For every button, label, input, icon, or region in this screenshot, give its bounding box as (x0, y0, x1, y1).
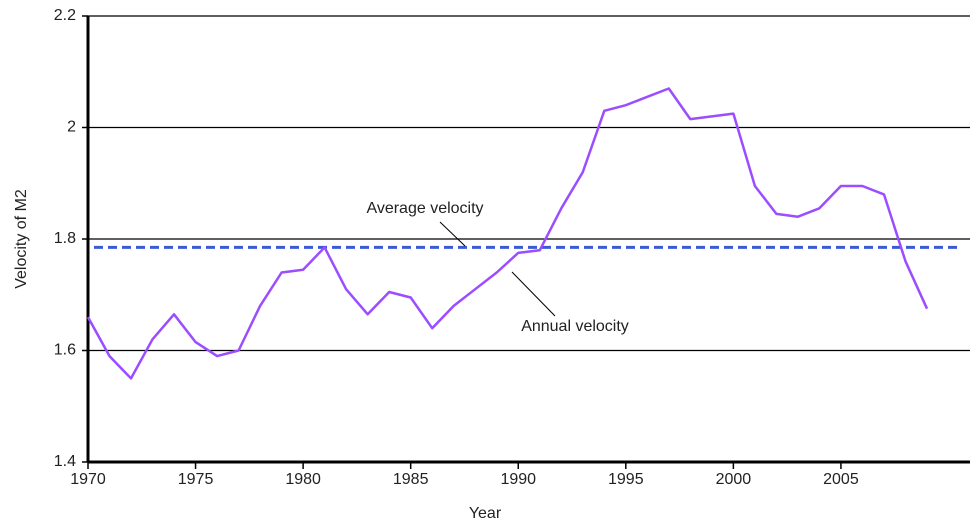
x-tick-label: 1975 (178, 471, 214, 488)
annotation: Annual velocity (521, 318, 629, 335)
x-tick-label: 1985 (393, 471, 429, 488)
annotation-leader (439, 221, 466, 247)
annotation: Average velocity (366, 200, 483, 217)
x-tick-label: 2000 (716, 471, 752, 488)
x-tick-label: 1970 (70, 471, 106, 488)
x-tick-label: 1995 (608, 471, 644, 488)
y-tick-label: 1.6 (54, 342, 76, 359)
y-axis-label: Velocity of M2 (13, 189, 30, 289)
x-axis-label: Year (469, 505, 502, 522)
y-tick-label: 1.4 (54, 453, 76, 470)
x-tick-label: 1990 (500, 471, 536, 488)
x-tick-label: 2005 (823, 471, 859, 488)
x-tick-label: 1980 (285, 471, 321, 488)
y-tick-label: 2.2 (54, 7, 76, 24)
series-line (86, 87, 929, 380)
y-tick-label: 2 (67, 119, 76, 136)
annotation-leader (511, 271, 556, 317)
y-tick-label: 1.8 (54, 230, 76, 247)
